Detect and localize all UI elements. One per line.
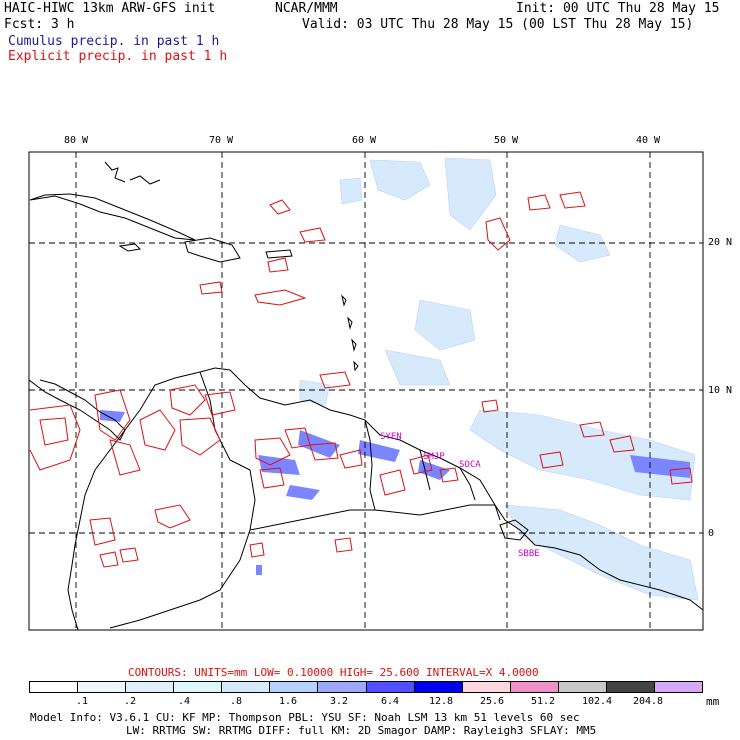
colorbar-unit: mm [706, 695, 720, 708]
lon-tick: 70 W [209, 135, 234, 146]
colorbar-label: .4 [177, 696, 191, 707]
colorbar-label: 6.4 [380, 696, 400, 707]
forecast-hour: Fcst: 3 h [4, 17, 75, 32]
colorbar-label: .8 [229, 696, 243, 707]
explicit-legend: Explicit precip. in past 1 h [8, 49, 228, 64]
lat-tick: 0 [708, 528, 715, 539]
colorbar-swatch [78, 682, 127, 692]
lon-tick: 50 W [494, 135, 519, 146]
lon-tick: 80 W [64, 135, 89, 146]
lat-tick: 20 N [708, 237, 733, 248]
cumulus-legend: Cumulus precip. in past 1 h [8, 34, 220, 49]
colorbar-label: .2 [123, 696, 137, 707]
colorbar-swatch [655, 682, 703, 692]
graticule [29, 152, 703, 630]
colorbar [29, 681, 703, 693]
model-title: HAIC-HIWC 13km ARW-GFS init [4, 1, 216, 16]
colorbar-label: 1.6 [278, 696, 298, 707]
contours-info: CONTOURS: UNITS=mm LOW= 0.10000 HIGH= 25… [128, 666, 539, 679]
colorbar-label: 3.2 [329, 696, 349, 707]
colorbar-swatch [270, 682, 319, 692]
colorbar-swatch [174, 682, 223, 692]
colorbar-swatch [462, 682, 511, 692]
station-smjp: SMJP [423, 452, 445, 462]
colorbar-label: 12.8 [428, 696, 454, 707]
colorbar-swatch [414, 682, 463, 692]
lon-tick: 40 W [636, 135, 661, 146]
colorbar-label: 51.2 [530, 696, 556, 707]
station-soca: SOCA [459, 460, 481, 470]
colorbar-swatch [126, 682, 175, 692]
valid-time: Valid: 03 UTC Thu 28 May 15 (00 LST Thu … [302, 17, 694, 32]
init-time: Init: 00 UTC Thu 28 May 15 [516, 1, 720, 16]
station-sbbe: SBBE [518, 549, 540, 559]
colorbar-label: .1 [75, 696, 89, 707]
colorbar-swatch [222, 682, 271, 692]
colorbar-swatch [366, 682, 415, 692]
colorbar-label: 25.6 [479, 696, 505, 707]
colorbar-swatch [558, 682, 607, 692]
station-syen: SYEN [380, 432, 402, 442]
explicit-precip-contours [29, 191, 693, 568]
colorbar-swatch [606, 682, 656, 692]
colorbar-label: 204.8 [632, 696, 664, 707]
colorbar-swatch [318, 682, 367, 692]
lon-tick: 60 W [352, 135, 377, 146]
colorbar-swatch [30, 682, 79, 692]
lat-tick: 10 N [708, 385, 733, 396]
coastlines [28, 161, 704, 631]
org-label: NCAR/MMM [275, 1, 338, 16]
model-info-line1: Model Info: V3.6.1 CU: KF MP: Thompson P… [30, 711, 580, 724]
colorbar-swatch [510, 682, 559, 692]
colorbar-label: 102.4 [581, 696, 613, 707]
model-info-line2: LW: RRTMG SW: RRTMG DIFF: full KM: 2D Sm… [126, 724, 597, 737]
